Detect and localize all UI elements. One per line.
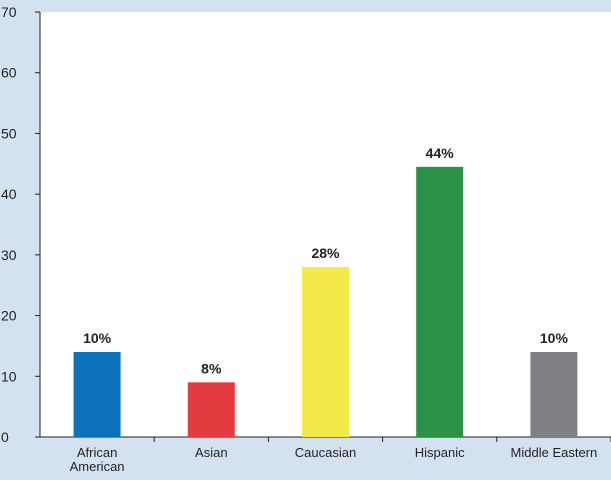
bar xyxy=(73,352,121,437)
data-label: 28% xyxy=(311,245,340,261)
y-tick-label: 0 xyxy=(1,429,9,445)
x-tick-label: Caucasian xyxy=(295,445,356,460)
y-tick-label: 60 xyxy=(1,65,17,81)
y-tick-label: 10 xyxy=(1,368,17,384)
x-tick-label: Asian xyxy=(195,445,228,460)
data-label: 10% xyxy=(540,330,569,346)
data-label: 44% xyxy=(426,145,455,161)
data-label: 10% xyxy=(83,330,112,346)
y-tick-label: 30 xyxy=(1,247,17,263)
y-tick-label: 20 xyxy=(1,308,17,324)
bar xyxy=(187,382,235,437)
x-tick-label: Middle Eastern xyxy=(511,445,598,460)
y-tick-label: 50 xyxy=(1,125,17,141)
x-tick-label: Hispanic xyxy=(415,445,465,460)
bar xyxy=(530,352,578,437)
x-tick-label: African American xyxy=(70,445,125,474)
bar xyxy=(302,267,349,437)
data-label: 8% xyxy=(201,360,222,376)
y-tick-label: 40 xyxy=(1,186,17,202)
y-tick-label: 70 xyxy=(1,4,17,20)
bar xyxy=(416,166,464,438)
